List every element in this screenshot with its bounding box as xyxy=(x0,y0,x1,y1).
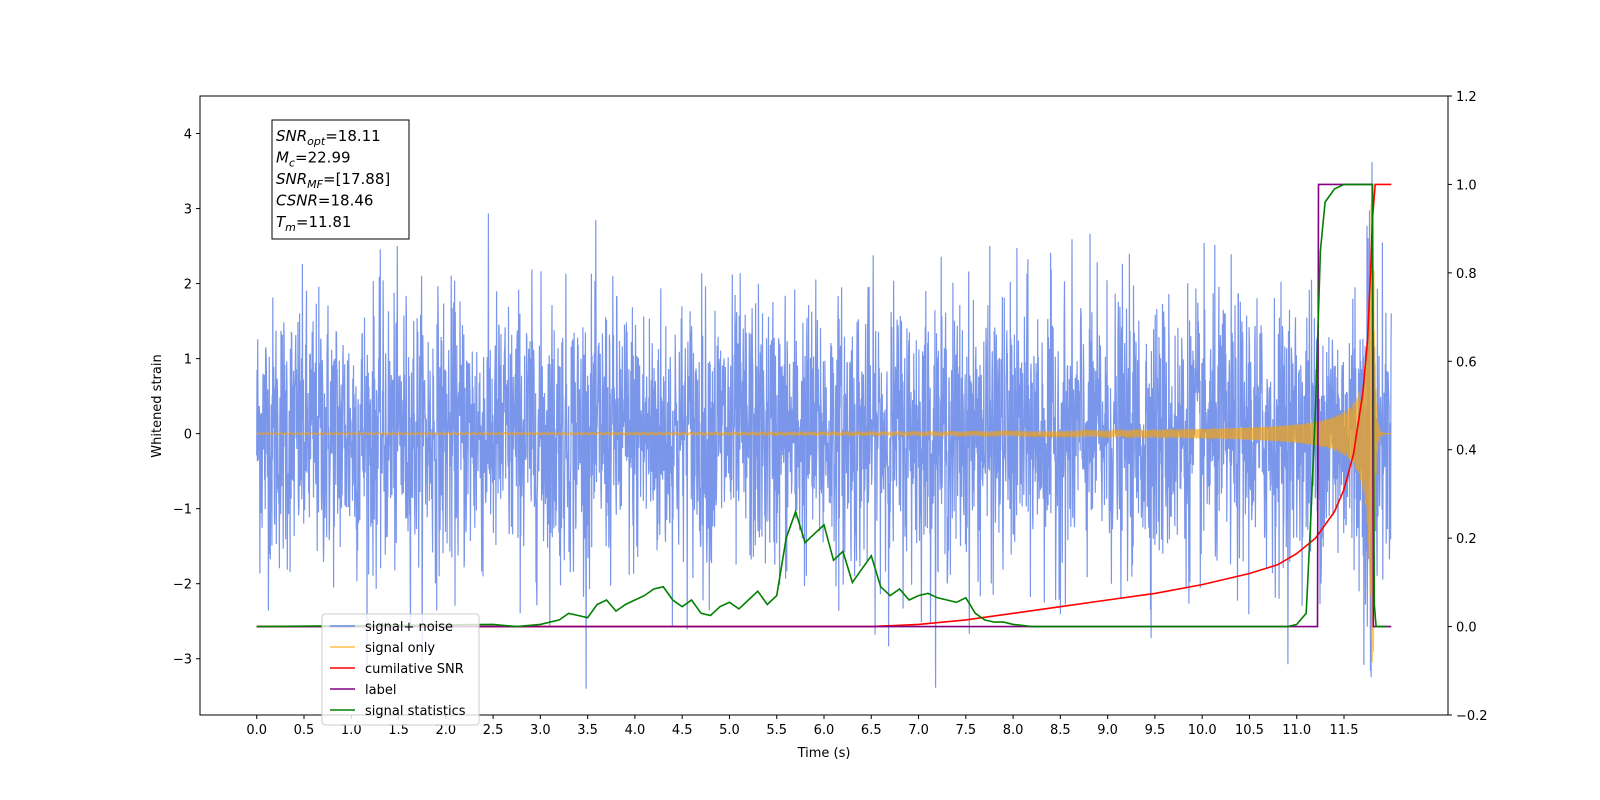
x-tick-label: 1.0 xyxy=(341,723,362,738)
y2-tick-label: 0.8 xyxy=(1456,267,1477,282)
x-tick-label: 7.5 xyxy=(955,723,976,738)
x-tick-label: 9.5 xyxy=(1145,723,1166,738)
x-tick-label: 3.5 xyxy=(577,723,598,738)
x-tick-label: 3.0 xyxy=(530,723,551,738)
series-signal-noise xyxy=(256,162,1392,689)
x-tick-label: 2.0 xyxy=(435,723,456,738)
legend-entry: signal only xyxy=(365,641,435,656)
x-tick-label: 0.0 xyxy=(246,723,267,738)
y-tick-label: 4 xyxy=(184,128,192,143)
x-tick-label: 10.0 xyxy=(1188,723,1217,738)
x-tick-label: 11.0 xyxy=(1282,723,1311,738)
legend: signal+ noise signal only cumilative SNR la… xyxy=(321,613,480,726)
info-box-frame xyxy=(271,119,410,240)
x-tick-label: 11.5 xyxy=(1330,723,1359,738)
info-line: Tm=11.81 xyxy=(276,213,351,234)
info-line: SNRMF=[17.88] xyxy=(276,170,390,191)
info-line: Mc=22.99 xyxy=(276,149,351,170)
series-layer xyxy=(256,162,1392,689)
series-signal-only xyxy=(256,199,1392,663)
y2-tick-label: 0.4 xyxy=(1456,444,1477,459)
x-tick-label: 7.0 xyxy=(908,723,929,738)
y-tick-label: 3 xyxy=(184,203,192,218)
info-annotation-box: SNRopt=18.11Mc=22.99SNRMF=[17.88]CSNR=18… xyxy=(271,119,410,240)
y-tick-label: −3 xyxy=(173,653,192,668)
x-tick-label: 2.5 xyxy=(483,723,504,738)
x-tick-label: 4.5 xyxy=(672,723,693,738)
legend-frame xyxy=(321,613,480,726)
legend-entry: cumilative SNR xyxy=(365,662,464,677)
series-signal-statistics xyxy=(256,183,1387,628)
x-tick-label: 5.5 xyxy=(766,723,787,738)
y2-tick-label: 1.2 xyxy=(1456,90,1477,105)
x-axis-label: Time (s) xyxy=(797,746,851,761)
x-axis: 0.0 0.5 1.0 1.5 2.0 2.5 3.0 3.5 4.0 4.5 5.0 5.5 6.0 6… xyxy=(246,715,1358,738)
x-tick-label: 6.0 xyxy=(814,723,835,738)
info-line: CSNR=18.46 xyxy=(276,192,373,210)
y-axis-label: Whitened strain xyxy=(150,354,165,457)
x-tick-label: 0.5 xyxy=(294,723,315,738)
x-tick-label: 10.5 xyxy=(1235,723,1264,738)
y-tick-label: 2 xyxy=(184,278,192,293)
y-tick-label: −1 xyxy=(173,503,192,518)
y2-tick-label: 0.6 xyxy=(1456,355,1477,370)
y-tick-label: −2 xyxy=(173,578,192,593)
legend-entry: signal+ noise xyxy=(365,620,453,635)
x-tick-label: 5.0 xyxy=(719,723,740,738)
y-axis-left: −3 −2 −1 0 1 2 3 4 xyxy=(173,128,200,668)
y2-tick-label: 0.2 xyxy=(1456,532,1477,547)
legend-entry: label xyxy=(365,683,396,698)
y-axis-right: −0.2 0.0 0.2 0.4 0.6 0.8 1.0 1.2 xyxy=(1448,90,1488,724)
series-cumulative-snr xyxy=(256,183,1392,628)
y2-tick-label: −0.2 xyxy=(1456,709,1488,724)
x-tick-label: 9.0 xyxy=(1097,723,1118,738)
info-line: SNRopt=18.11 xyxy=(276,127,381,148)
y-tick-label: 0 xyxy=(184,428,192,443)
x-tick-label: 8.0 xyxy=(1003,723,1024,738)
x-tick-label: 1.5 xyxy=(388,723,409,738)
y2-tick-label: 0.0 xyxy=(1456,621,1477,636)
x-tick-label: 4.0 xyxy=(625,723,646,738)
legend-entry: signal statistics xyxy=(365,704,466,719)
x-tick-label: 8.5 xyxy=(1050,723,1071,738)
x-tick-label: 6.5 xyxy=(861,723,882,738)
y2-tick-label: 1.0 xyxy=(1456,178,1477,193)
y-tick-label: 1 xyxy=(184,353,192,368)
